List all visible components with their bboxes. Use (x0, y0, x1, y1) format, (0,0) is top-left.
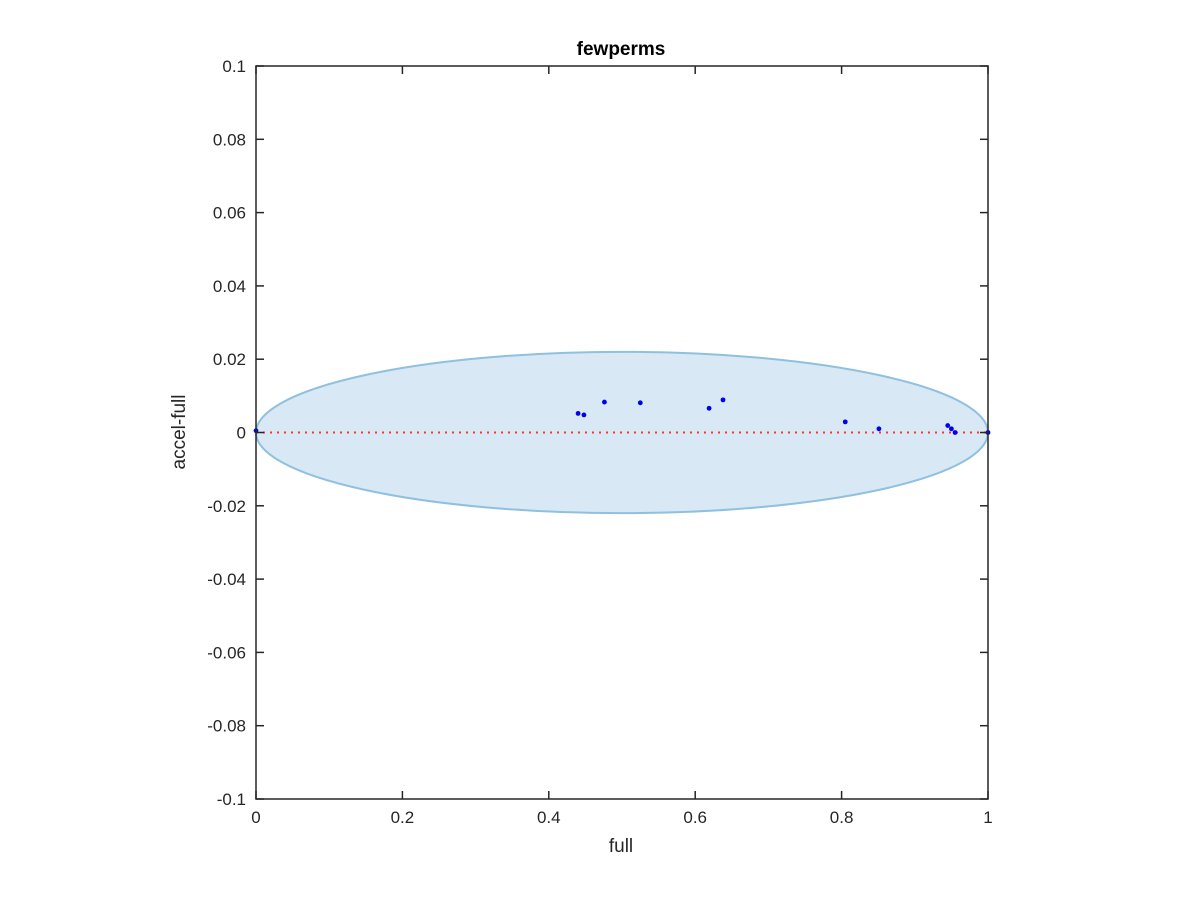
y-tick-label: -0.04 (207, 570, 246, 589)
chart-title: fewperms (577, 39, 666, 60)
y-tick-label: -0.08 (207, 717, 246, 736)
data-point (637, 400, 643, 406)
y-tick-label: 0.08 (213, 130, 246, 149)
data-point (581, 412, 587, 418)
data-point (706, 405, 712, 411)
x-axis-label: full (609, 836, 633, 857)
y-tick-label: -0.06 (207, 643, 246, 662)
data-point (876, 426, 882, 432)
y-tick-label: 0 (237, 424, 246, 443)
x-tick-label: 1 (983, 808, 992, 827)
y-tick-label: 0.1 (222, 57, 246, 76)
x-tick-label: 0.2 (391, 808, 415, 827)
y-tick-label: 0.06 (213, 204, 246, 223)
data-point (949, 426, 954, 432)
y-tick-label: -0.1 (217, 790, 246, 809)
y-tick-label: 0.02 (213, 350, 246, 369)
y-tick-label: -0.02 (207, 497, 246, 516)
x-tick-label: 0.6 (683, 808, 707, 827)
x-tick-label: 0.4 (537, 808, 561, 827)
y-axis-label: accel-full (169, 395, 190, 470)
data-point (720, 397, 726, 403)
data-point (945, 423, 951, 428)
y-tick-label: 0.04 (213, 277, 246, 296)
x-tick-label: 0 (251, 808, 260, 827)
x-tick-label: 0.8 (830, 808, 854, 827)
data-point (952, 430, 958, 435)
data-point (575, 411, 581, 416)
data-point (602, 399, 607, 405)
data-point (842, 419, 848, 425)
